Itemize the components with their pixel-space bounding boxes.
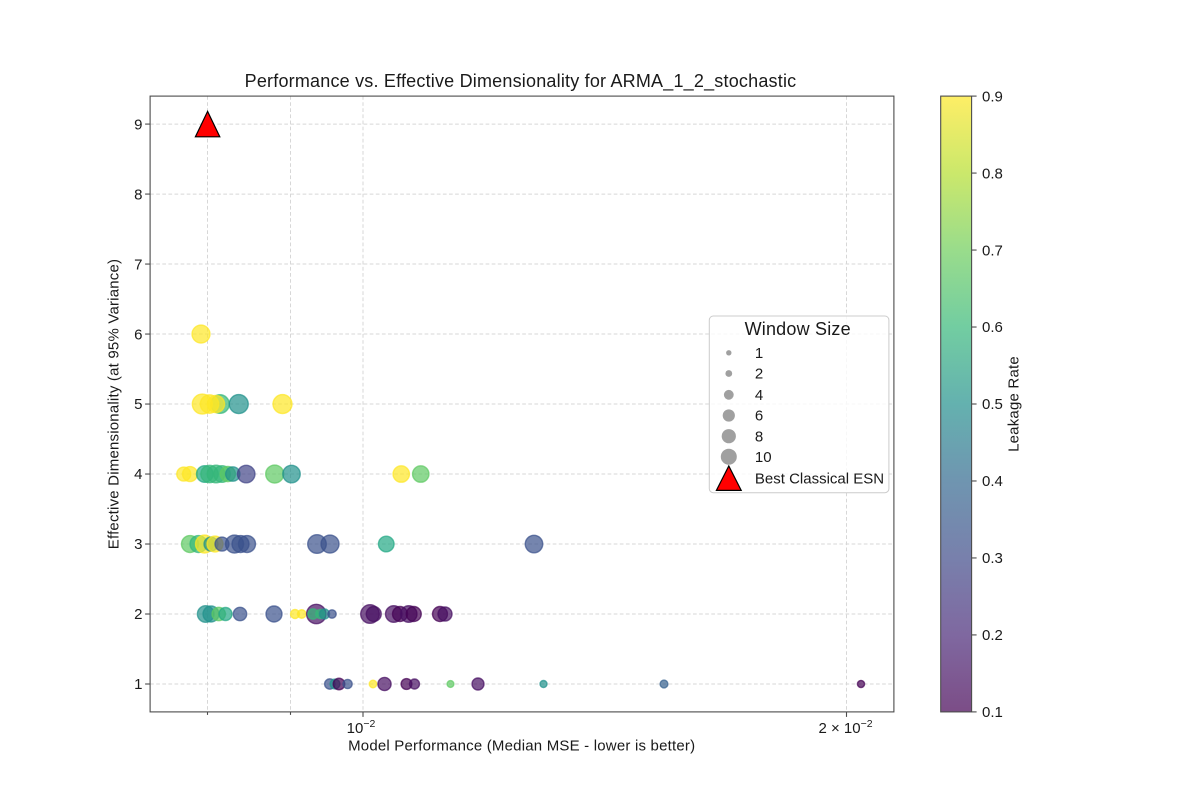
svg-text:0.4: 0.4: [982, 473, 1003, 490]
svg-text:4: 4: [755, 387, 763, 404]
svg-text:6: 6: [755, 408, 763, 425]
svg-text:Effective Dimensionality (at 9: Effective Dimensionality (at 95% Varianc…: [106, 259, 123, 549]
svg-text:0.1: 0.1: [982, 704, 1003, 721]
svg-text:10: 10: [755, 449, 772, 466]
svg-text:0.6: 0.6: [982, 319, 1003, 336]
svg-text:Leakage Rate: Leakage Rate: [1006, 356, 1023, 452]
svg-text:Window Size: Window Size: [745, 319, 851, 339]
svg-text:0.3: 0.3: [982, 550, 1003, 567]
svg-text:0.5: 0.5: [982, 396, 1003, 413]
svg-text:10−2: 10−2: [347, 718, 376, 737]
svg-text:5: 5: [134, 396, 142, 413]
svg-text:9: 9: [134, 116, 142, 133]
svg-text:1: 1: [755, 345, 763, 362]
svg-text:6: 6: [134, 326, 142, 343]
svg-text:4: 4: [134, 466, 142, 483]
svg-text:0.8: 0.8: [982, 165, 1003, 182]
svg-text:8: 8: [134, 186, 142, 203]
svg-text:8: 8: [755, 428, 763, 445]
svg-text:0.2: 0.2: [982, 627, 1003, 644]
svg-text:2: 2: [755, 366, 763, 383]
svg-text:1: 1: [134, 676, 142, 693]
svg-text:2: 2: [134, 606, 142, 623]
svg-text:Performance vs. Effective Dime: Performance vs. Effective Dimensionality…: [245, 71, 797, 92]
svg-text:0.9: 0.9: [982, 88, 1003, 105]
svg-text:Best Classical ESN: Best Classical ESN: [755, 470, 884, 487]
svg-text:0.7: 0.7: [982, 242, 1003, 259]
svg-text:7: 7: [134, 256, 142, 273]
svg-text:Model Performance (Median MSE: Model Performance (Median MSE - lower is…: [348, 738, 695, 755]
svg-text:2 × 10−2: 2 × 10−2: [818, 718, 872, 737]
svg-text:3: 3: [134, 536, 142, 553]
